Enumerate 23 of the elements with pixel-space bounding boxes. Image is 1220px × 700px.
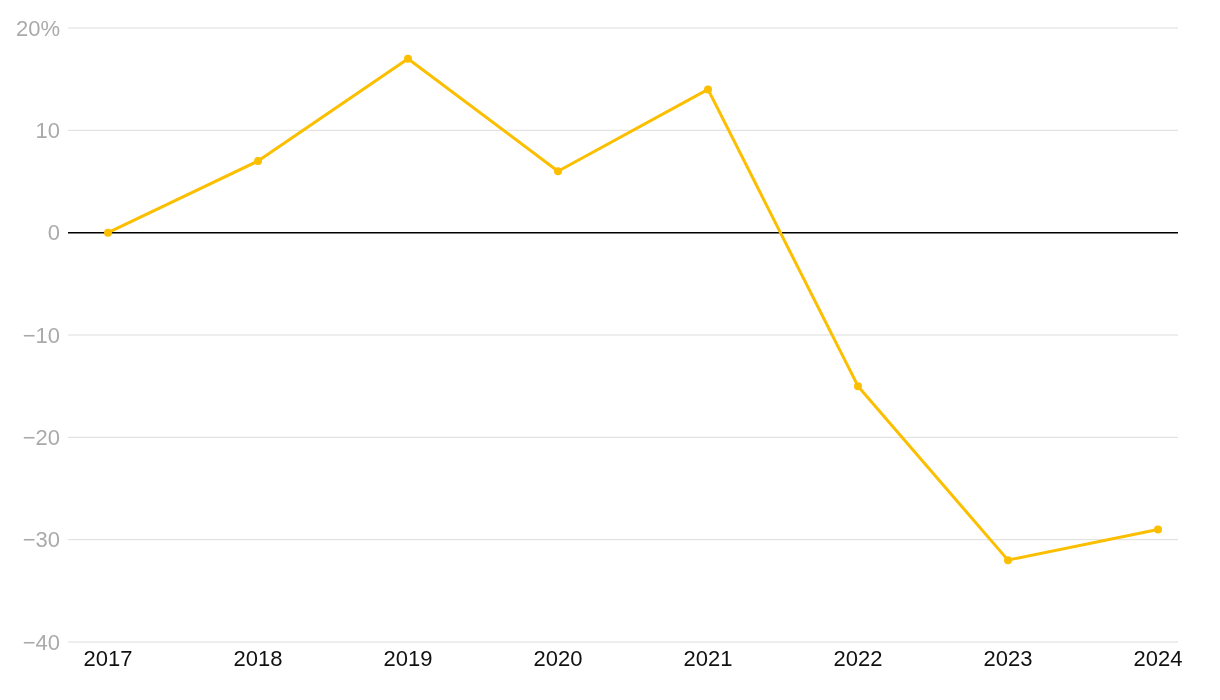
x-tick-label: 2021 xyxy=(683,645,733,671)
point xyxy=(554,167,562,176)
y-tick-label: 0 xyxy=(47,220,60,246)
point xyxy=(254,157,262,166)
y-tick-label: 10 xyxy=(35,118,60,144)
y-tick-label: −10 xyxy=(22,322,60,348)
x-tick-label: 2020 xyxy=(533,645,583,671)
x-tick-label: 2023 xyxy=(983,645,1033,671)
x-tick-label: 2017 xyxy=(83,645,133,671)
y-tick-label: 20% xyxy=(15,15,60,41)
point xyxy=(1154,525,1162,534)
point xyxy=(854,382,862,391)
x-tick-label: 2018 xyxy=(233,645,283,671)
point xyxy=(1004,556,1012,565)
x-tick-label: 2024 xyxy=(1133,645,1183,671)
y-tick-label: −20 xyxy=(22,425,60,451)
point xyxy=(704,85,712,94)
y-tick-label: −40 xyxy=(22,629,60,655)
point xyxy=(104,228,112,237)
x-tick-label: 2022 xyxy=(833,645,883,671)
x-tick-label: 2019 xyxy=(383,645,433,671)
y-tick-label: −30 xyxy=(22,527,60,553)
point xyxy=(404,54,412,63)
